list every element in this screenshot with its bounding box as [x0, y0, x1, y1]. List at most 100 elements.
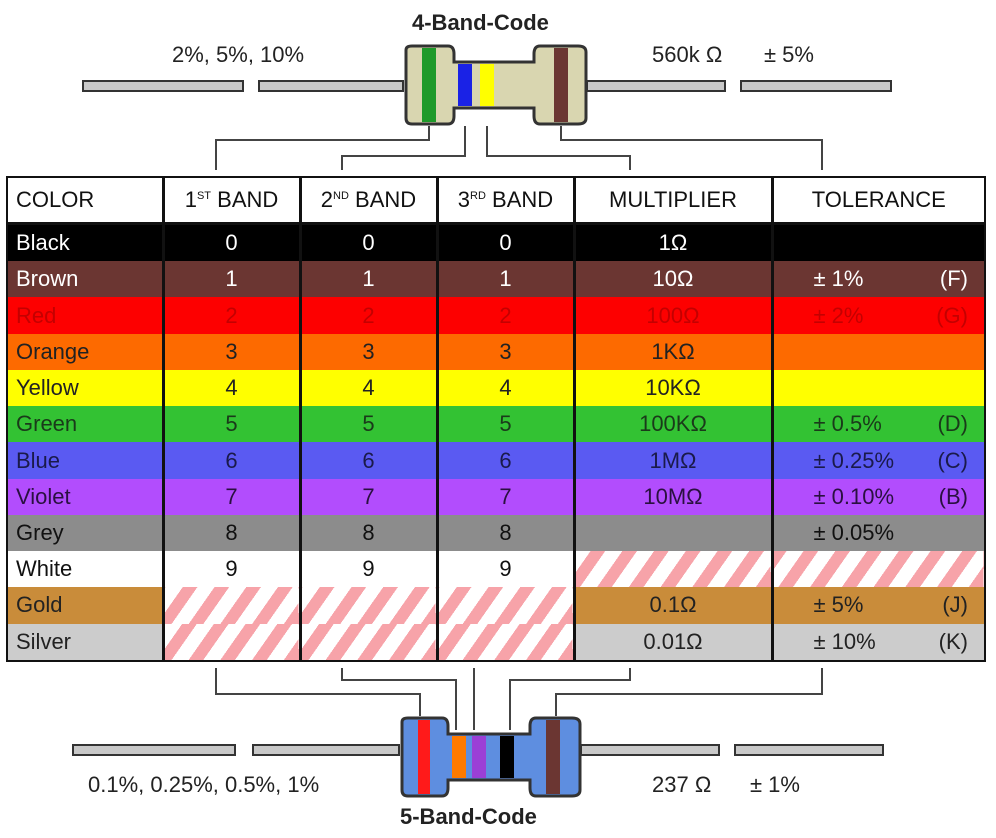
five-band-tolerance: ± 1%	[750, 772, 800, 797]
color-name-cell: Violet	[7, 478, 165, 515]
band2-digit-cell: 7	[300, 478, 439, 515]
multiplier-cell: 0.1Ω	[574, 587, 774, 624]
tolerance-percent: ± 1%	[813, 266, 864, 292]
header-band3-text: BAND	[485, 187, 554, 212]
band3-digit-cell: 4	[437, 369, 576, 407]
band3-digit-cell: 5	[437, 406, 576, 443]
tolerance-cell: ± 10% (K)	[772, 624, 985, 661]
band1-digit-cell: 5	[163, 406, 302, 443]
header-band3: 3RD BAND	[437, 177, 576, 225]
color-code-table: COLOR 1ST BAND 2ND BAND 3RD BAND MULTIPL…	[6, 176, 986, 662]
five-band-lead-left-outer	[72, 744, 236, 756]
color-name-cell: Gold	[7, 587, 165, 624]
tolerance-cell	[772, 551, 985, 588]
color-name-cell: Orange	[7, 333, 165, 370]
band3-digit-cell: 3	[437, 333, 576, 370]
band3-digit-cell: 0	[437, 223, 576, 262]
five-band-lead-left-inner	[252, 744, 400, 756]
color-name-cell: Black	[7, 223, 165, 262]
band1-digit-cell	[163, 623, 302, 661]
header-band2-sup: ND	[333, 190, 349, 202]
tolerance-percent: ± 10%	[813, 628, 876, 654]
tolerance-percent: ± 5%	[813, 592, 864, 618]
table-row: Blue 6 6 6 1MΩ ± 0.25% (C)	[7, 442, 985, 479]
tolerance-letter-code: (J)	[942, 592, 968, 618]
tolerance-letter-code: (C)	[937, 447, 968, 473]
band1-digit-cell: 4	[163, 369, 302, 407]
table-row: Red 2 2 2 100Ω ± 2% (G)	[7, 297, 985, 334]
header-band3-sup: RD	[470, 190, 486, 202]
four-band-lead-left-inner	[258, 80, 404, 92]
table-row: Violet 7 7 7 10MΩ ± 0.10% (B)	[7, 478, 985, 515]
five-band-lead-right-inner	[580, 744, 720, 756]
table-row: Brown 1 1 1 10Ω ± 1% (F)	[7, 261, 985, 298]
table-row: Orange 3 3 3 1KΩ	[7, 333, 985, 370]
header-band3-num: 3	[457, 187, 471, 212]
tolerance-cell	[772, 370, 985, 406]
tolerance-wrap: ± 1% (F)	[774, 266, 985, 292]
multiplier-cell: 100KΩ	[574, 406, 774, 443]
band2-digit-cell: 3	[300, 333, 439, 370]
table-row: Yellow 4 4 4 10KΩ	[7, 369, 985, 407]
band2-digit-cell: 5	[300, 406, 439, 443]
table-row: White 9 9 9	[7, 551, 985, 588]
band2-digit-cell: 2	[300, 297, 439, 334]
color-name-cell: Green	[7, 406, 165, 443]
tolerance-cell: ± 0.10% (B)	[772, 479, 985, 515]
five-band-resistor-icon	[400, 716, 582, 798]
four-band-tolerance-options: 2%, 5%, 10%	[172, 42, 305, 67]
band2-digit-cell: 8	[300, 514, 439, 552]
color-name-cell: Grey	[7, 514, 165, 552]
header-band1-text: BAND	[211, 187, 279, 212]
tolerance-wrap: ± 0.10% (B)	[774, 484, 985, 510]
five-band-tolerance-options: 0.1%, 0.25%, 0.5%, 1%	[88, 772, 320, 797]
table-row: Grey 8 8 8 ± 0.05%	[7, 514, 985, 552]
tolerance-percent: ± 2%	[813, 302, 864, 328]
multiplier-cell: 0.01Ω	[574, 623, 774, 661]
header-band1: 1ST BAND	[163, 177, 302, 225]
band3-digit-cell: 9	[437, 551, 576, 588]
band2-digit-cell: 6	[300, 442, 439, 479]
tolerance-wrap: ± 5% (J)	[774, 592, 985, 618]
band3-digit-cell: 1	[437, 261, 576, 298]
band3-digit-cell: 2	[437, 297, 576, 334]
color-name-cell: Brown	[7, 261, 165, 298]
multiplier-cell: 100Ω	[574, 297, 774, 334]
tolerance-percent: ± 0.5%	[813, 411, 882, 437]
four-band-value: 560k Ω	[652, 42, 723, 67]
color-name-cell: Silver	[7, 623, 165, 661]
tolerance-wrap: ± 10% (K)	[774, 629, 985, 655]
header-multiplier: MULTIPLIER	[574, 177, 774, 225]
multiplier-cell	[574, 551, 774, 588]
tolerance-cell: ± 0.05%	[772, 515, 985, 551]
five-band-lead-right-outer	[734, 744, 884, 756]
color-name-cell: Yellow	[7, 369, 165, 407]
four-band-title: 4-Band-Code	[412, 10, 549, 35]
band2-digit-cell: 9	[300, 551, 439, 588]
band1-digit-cell: 0	[163, 223, 302, 262]
color-name-cell: White	[7, 551, 165, 588]
tolerance-wrap: ± 0.25% (C)	[774, 448, 985, 474]
table-header-row: COLOR 1ST BAND 2ND BAND 3RD BAND MULTIPL…	[7, 177, 985, 225]
band3-digit-cell: 8	[437, 514, 576, 552]
color-name-cell: Blue	[7, 442, 165, 479]
band3-digit-cell: 6	[437, 442, 576, 479]
header-band1-sup: ST	[196, 190, 212, 202]
band3-digit-cell: 7	[437, 478, 576, 515]
band1-digit-cell: 9	[163, 551, 302, 588]
header-color: COLOR	[7, 177, 165, 225]
color-name-cell: Red	[7, 297, 165, 334]
multiplier-cell: 10KΩ	[574, 369, 774, 407]
four-band-lead-right-outer	[740, 80, 892, 92]
four-band-lead-left-outer	[82, 80, 244, 92]
multiplier-cell	[574, 514, 774, 552]
table-row: Silver 0.01Ω ± 10% (K)	[7, 623, 985, 661]
band1-digit-cell: 2	[163, 297, 302, 334]
header-tolerance: TOLERANCE	[772, 177, 985, 225]
band3-digit-cell	[437, 587, 576, 624]
band3-digit-cell	[437, 623, 576, 661]
tolerance-wrap: ± 0.05%	[774, 520, 985, 546]
band1-digit-cell: 1	[163, 261, 302, 298]
multiplier-cell: 10Ω	[574, 261, 774, 298]
tolerance-letter-code: (F)	[939, 266, 968, 292]
